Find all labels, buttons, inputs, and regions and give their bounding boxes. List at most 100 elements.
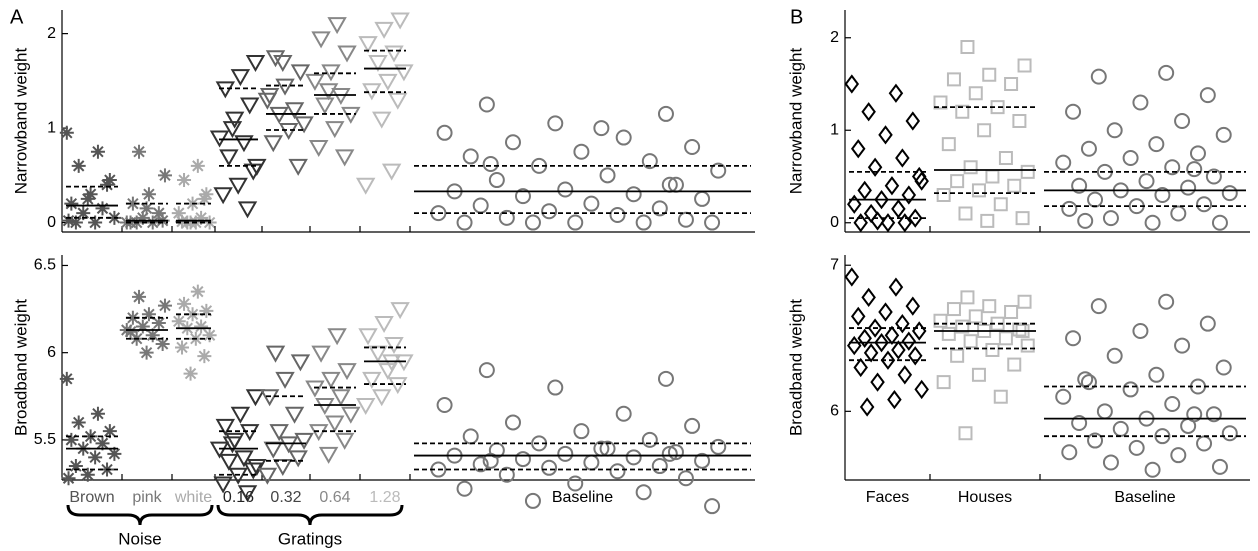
- data-point: [609, 463, 626, 480]
- data-point: [1199, 87, 1216, 104]
- data-point: [59, 371, 74, 386]
- data-point: [219, 149, 239, 167]
- data-point: [1112, 420, 1129, 437]
- data-point: [135, 319, 150, 334]
- data-point: [1020, 164, 1035, 179]
- data-point: [59, 125, 74, 140]
- data-point: [963, 334, 978, 349]
- data-point: [1158, 64, 1175, 81]
- data-point: [1065, 330, 1082, 347]
- data-point: [1170, 447, 1187, 464]
- data-point: [514, 451, 531, 468]
- data-point: [237, 201, 258, 219]
- data-point: [80, 191, 95, 206]
- data-point: [368, 345, 388, 363]
- data-point: [968, 86, 983, 101]
- data-point: [1170, 205, 1187, 222]
- x-tick-label: Houses: [958, 489, 1012, 506]
- data-point: [123, 324, 138, 339]
- data-point: [197, 349, 212, 364]
- data-point: [870, 372, 885, 392]
- data-point: [1132, 322, 1149, 339]
- data-point: [878, 302, 893, 322]
- y-axis-label: Narrowband weight: [11, 47, 30, 194]
- data-point: [325, 415, 345, 433]
- data-point: [288, 158, 308, 176]
- data-point: [993, 197, 1008, 212]
- data-point: [1211, 458, 1228, 475]
- data-point: [863, 203, 879, 224]
- data-point: [593, 120, 610, 137]
- x-tick-label: Brown: [69, 489, 114, 506]
- data-point: [1061, 444, 1078, 461]
- data-point: [1215, 359, 1232, 376]
- data-point: [1205, 406, 1222, 423]
- group-label: Gratings: [278, 529, 342, 548]
- data-point: [88, 450, 103, 465]
- data-point: [325, 121, 345, 139]
- data-point: [982, 67, 997, 82]
- data-point: [456, 480, 473, 497]
- data-point: [327, 328, 347, 346]
- data-point: [847, 194, 862, 214]
- data-point: [888, 83, 904, 103]
- x-tick-label: pink: [132, 489, 162, 506]
- data-point: [327, 17, 347, 35]
- y-tick-label: 1: [47, 119, 56, 136]
- data-point: [677, 470, 694, 487]
- data-point: [288, 450, 308, 468]
- data-point: [61, 213, 76, 228]
- data-point: [1211, 214, 1228, 231]
- data-point: [482, 155, 499, 172]
- data-point: [95, 201, 110, 216]
- data-point: [239, 97, 260, 115]
- data-point: [334, 149, 355, 167]
- data-point: [891, 199, 906, 219]
- data-point: [388, 92, 408, 110]
- y-tick-label: 2: [830, 29, 839, 46]
- data-point: [971, 367, 986, 382]
- data-point: [294, 432, 314, 450]
- data-point: [171, 314, 186, 329]
- data-point: [151, 206, 166, 221]
- data-point: [911, 321, 927, 341]
- data-point: [90, 144, 105, 159]
- data-point: [462, 428, 479, 445]
- data-point: [234, 135, 254, 153]
- x-tick-label: Faces: [866, 489, 910, 506]
- data-point: [1189, 145, 1206, 162]
- data-point: [615, 129, 632, 146]
- y-axis-label: Narrowband weight: [786, 47, 805, 194]
- data-point: [874, 332, 889, 353]
- data-point: [504, 414, 521, 431]
- data-point: [145, 328, 160, 343]
- data-point: [194, 319, 209, 334]
- data-point: [209, 441, 230, 459]
- data-point: [884, 176, 900, 196]
- data-point: [897, 365, 913, 385]
- data-point: [1012, 322, 1027, 337]
- data-point: [980, 213, 995, 228]
- data-point: [224, 111, 245, 129]
- data-point: [199, 303, 214, 318]
- data-point: [573, 423, 590, 440]
- data-point: [100, 177, 115, 192]
- data-point: [183, 366, 198, 381]
- data-point: [1186, 406, 1203, 423]
- data-point: [1106, 347, 1123, 364]
- data-point: [1096, 403, 1113, 420]
- data-point: [895, 314, 910, 334]
- data-point: [331, 88, 351, 106]
- data-point: [941, 137, 956, 152]
- data-point: [1144, 461, 1161, 478]
- data-point: [1087, 432, 1104, 449]
- data-point: [599, 167, 616, 184]
- data-point: [498, 466, 515, 483]
- data-point: [139, 345, 154, 360]
- data-point: [884, 325, 900, 346]
- data-point: [372, 111, 392, 129]
- data-point: [1015, 211, 1030, 226]
- data-point: [874, 189, 889, 210]
- data-point: [372, 389, 392, 407]
- data-point: [177, 173, 192, 188]
